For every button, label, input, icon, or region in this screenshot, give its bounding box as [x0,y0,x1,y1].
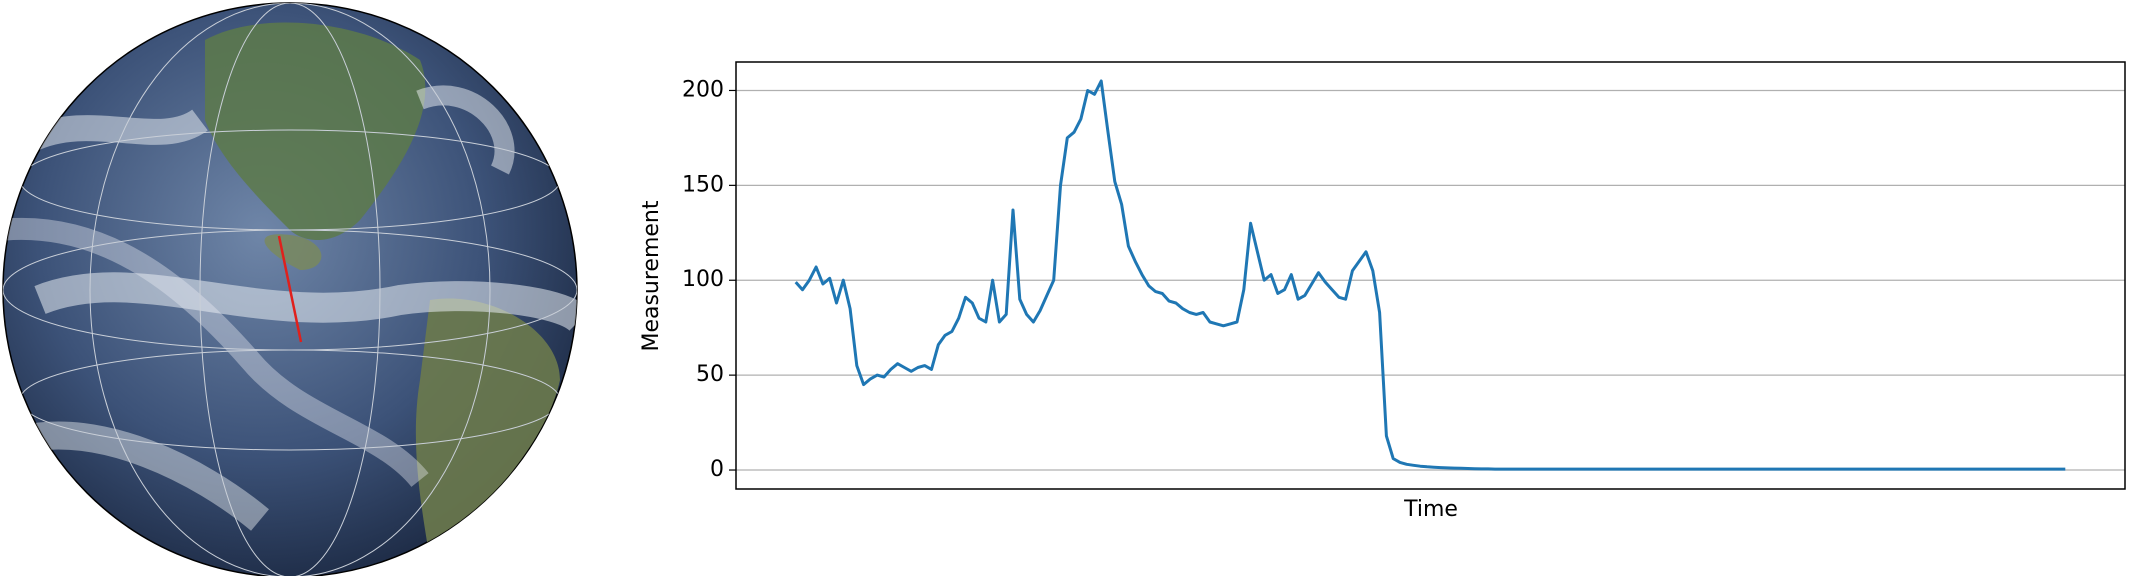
plot-frame [735,61,2126,490]
y-tick-label: 50 [696,362,724,387]
y-axis-label: Measurement [639,200,664,351]
data-line [794,79,2066,471]
plot: Time Measurement 0 50 100 150 200 [639,61,2126,522]
y-tick-label: 0 [710,457,724,482]
y-tick-label: 100 [682,267,724,292]
globe [2,2,578,576]
x-axis-label: Time [1403,497,1458,522]
y-tick-label: 150 [682,172,724,197]
y-tick-label: 200 [682,77,724,102]
